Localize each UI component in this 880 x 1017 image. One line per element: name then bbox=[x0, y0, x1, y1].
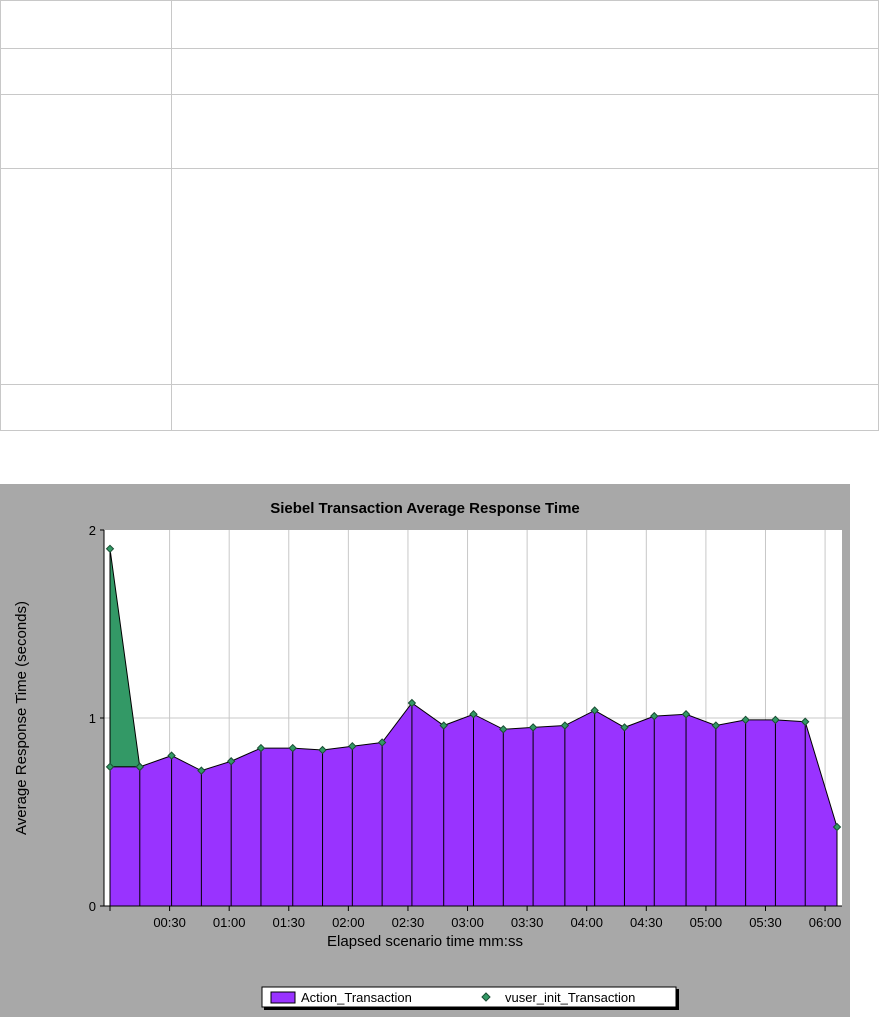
action-point bbox=[801, 717, 810, 726]
action-point bbox=[741, 715, 750, 725]
action-point bbox=[197, 766, 206, 775]
y-axis-label: Average Response Time (seconds) bbox=[13, 601, 30, 835]
action-point bbox=[469, 710, 478, 719]
table-cell bbox=[171, 384, 879, 431]
legend-swatch-action bbox=[270, 991, 296, 1004]
action-point bbox=[318, 745, 327, 755]
action-point bbox=[226, 757, 236, 766]
x-tick-label: 02:00 bbox=[332, 915, 365, 930]
action-point bbox=[711, 721, 721, 730]
x-tick-label: 00:30 bbox=[153, 915, 186, 930]
action-point bbox=[560, 721, 570, 730]
legend-label-vuser-init: vuser_init_Transaction bbox=[505, 990, 635, 1005]
vuser-init-point bbox=[105, 544, 115, 554]
x-tick-label: 01:00 bbox=[213, 915, 246, 930]
table-cell bbox=[0, 94, 172, 169]
table-cell bbox=[0, 48, 172, 95]
action-point bbox=[288, 743, 297, 753]
action-point bbox=[377, 738, 387, 747]
action-point bbox=[620, 723, 629, 732]
x-tick-label: 06:00 bbox=[809, 915, 842, 930]
action-point bbox=[681, 710, 691, 719]
table-cell bbox=[0, 0, 172, 49]
action-point bbox=[590, 706, 599, 715]
legend-label-action: Action_Transaction bbox=[301, 990, 412, 1005]
table-cell bbox=[171, 0, 879, 49]
action-point bbox=[105, 762, 115, 772]
x-tick-label: 04:00 bbox=[570, 915, 603, 930]
x-tick-label: 03:00 bbox=[451, 915, 484, 930]
action-point bbox=[407, 698, 417, 708]
info-table bbox=[0, 0, 879, 431]
action-point bbox=[167, 751, 176, 760]
table-cell bbox=[171, 168, 879, 385]
x-tick-label: 01:30 bbox=[272, 915, 305, 930]
action-point bbox=[832, 822, 842, 832]
chart-title: Siebel Transaction Average Response Time bbox=[270, 500, 580, 517]
action-point bbox=[528, 723, 538, 732]
action-point bbox=[348, 741, 357, 751]
x-tick-label: 05:30 bbox=[749, 915, 782, 930]
x-tick-label: 04:30 bbox=[630, 915, 663, 930]
vuser-init-point bbox=[135, 762, 145, 772]
y-tick-label: 2 bbox=[89, 523, 96, 538]
legend-box bbox=[261, 986, 677, 1008]
table-cell bbox=[0, 168, 172, 385]
legend: Action_Transaction vuser_init_Transactio… bbox=[261, 986, 679, 1010]
x-axis-label: Elapsed scenario time mm:ss bbox=[327, 933, 523, 950]
chart-panel: Siebel Transaction Average Response Time… bbox=[0, 484, 850, 1017]
chart-svg: Siebel Transaction Average Response Time… bbox=[0, 484, 850, 1017]
action-point bbox=[771, 715, 780, 725]
x-tick-label: 03:30 bbox=[511, 915, 544, 930]
action-point bbox=[439, 721, 448, 730]
table-cell bbox=[0, 384, 172, 431]
table-cell bbox=[171, 94, 879, 169]
y-tick-label: 0 bbox=[89, 899, 96, 914]
action-point bbox=[499, 725, 508, 734]
action-point bbox=[650, 711, 659, 721]
x-tick-label: 02:30 bbox=[392, 915, 425, 930]
table-cell bbox=[171, 48, 879, 95]
y-tick-label: 1 bbox=[89, 711, 96, 726]
action-point bbox=[256, 743, 266, 753]
x-tick-label: 05:00 bbox=[690, 915, 723, 930]
legend-marker-vuser-init bbox=[481, 992, 491, 1002]
